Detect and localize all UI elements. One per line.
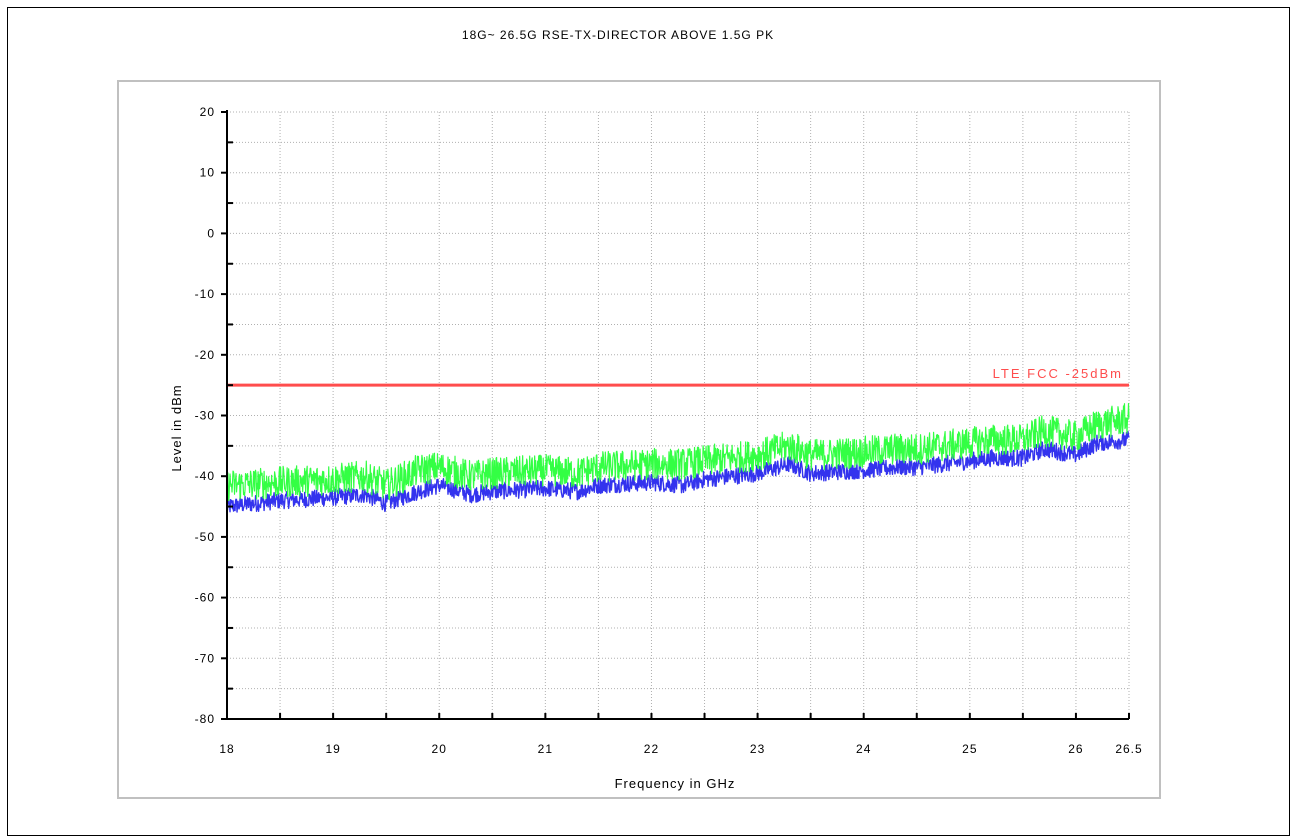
y-tick-label: -60 — [195, 591, 215, 605]
limit-line-label: LTE FCC -25dBm — [993, 366, 1123, 381]
x-tick-label: 22 — [644, 742, 659, 756]
x-tick-label: 18 — [219, 742, 234, 756]
y-tick-label: 20 — [200, 105, 215, 119]
x-tick-label: 21 — [538, 742, 553, 756]
y-tick-label: -20 — [195, 348, 215, 362]
series-layer — [226, 402, 1130, 513]
x-tick-label: 24 — [856, 742, 871, 756]
y-tick-label: -30 — [195, 409, 215, 423]
y-tick-label: -80 — [195, 712, 215, 726]
x-tick-label: 25 — [962, 742, 977, 756]
x-tick-label: 20 — [432, 742, 447, 756]
x-axis-title: Frequency in GHz — [615, 776, 736, 791]
chart-title: 18G~ 26.5G RSE-TX-DIRECTOR ABOVE 1.5G PK — [462, 28, 774, 42]
y-tick-label: 0 — [207, 226, 215, 240]
y-tick-label: -70 — [195, 651, 215, 665]
y-tick-label: -50 — [195, 530, 215, 544]
y-tick-label: 10 — [200, 166, 215, 180]
y-axis-title: Level in dBm — [169, 384, 184, 471]
y-tick-label: -10 — [195, 287, 215, 301]
x-tick-label: 26 — [1068, 742, 1083, 756]
limit-layer: LTE FCC -25dBm — [227, 366, 1129, 387]
y-tick-label: -40 — [195, 469, 215, 483]
x-tick-label: 23 — [750, 742, 765, 756]
x-tick-label: 19 — [325, 742, 340, 756]
axes — [221, 110, 1130, 720]
tick-labels: 20 10 0 -10 -20 -30 -40 -50 -60 -70 -80 18 19 20 21 22 2… — [195, 105, 1142, 756]
x-tick-label: 26.5 — [1115, 742, 1142, 756]
series-line-2 — [226, 402, 1130, 502]
